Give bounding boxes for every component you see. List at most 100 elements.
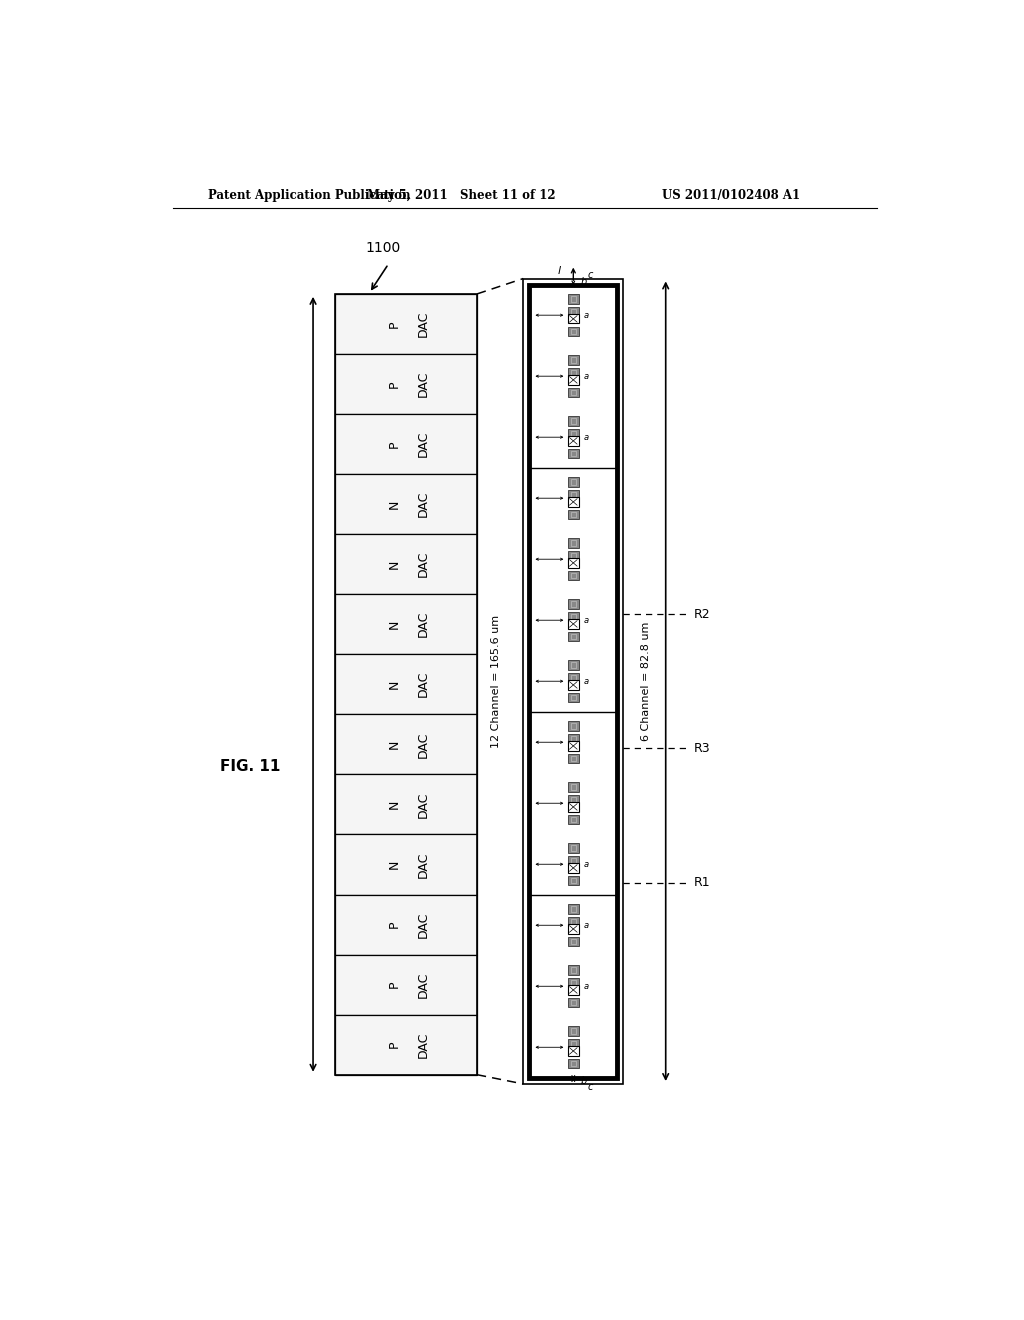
Bar <box>568 294 579 304</box>
Text: b: b <box>581 1076 587 1086</box>
Bar <box>570 999 577 1005</box>
Bar <box>570 756 577 762</box>
Bar <box>568 375 579 384</box>
Text: R1: R1 <box>693 876 710 890</box>
Bar <box>570 797 577 803</box>
Bar <box>570 845 577 851</box>
Bar <box>568 722 579 731</box>
Text: DAC: DAC <box>417 371 429 397</box>
Bar <box>568 550 579 560</box>
Bar <box>570 602 577 607</box>
Text: P: P <box>388 321 401 327</box>
Text: b: b <box>581 277 587 286</box>
Bar <box>335 594 477 655</box>
Bar <box>568 570 579 579</box>
Bar <box>568 612 579 622</box>
Text: DAC: DAC <box>417 430 429 457</box>
Bar <box>568 539 579 548</box>
Bar <box>570 1061 577 1067</box>
Bar <box>570 784 577 789</box>
Bar <box>568 449 579 458</box>
Bar <box>568 306 579 315</box>
Text: a: a <box>584 982 589 991</box>
Bar <box>570 418 577 424</box>
Text: c: c <box>588 271 593 280</box>
Text: Patent Application Publication: Patent Application Publication <box>208 189 410 202</box>
Bar <box>570 634 577 639</box>
Text: DAC: DAC <box>417 611 429 638</box>
Bar <box>568 599 579 609</box>
Bar <box>568 1047 579 1056</box>
Text: DAC: DAC <box>417 911 429 937</box>
Bar <box>568 917 579 927</box>
Text: P: P <box>388 441 401 447</box>
Bar <box>335 655 477 714</box>
Bar <box>568 843 579 853</box>
Text: N: N <box>388 499 401 508</box>
Bar <box>570 939 577 944</box>
Text: DAC: DAC <box>417 851 429 878</box>
Bar <box>335 714 477 775</box>
Bar <box>568 693 579 702</box>
Bar <box>568 416 579 425</box>
Text: DAC: DAC <box>417 491 429 517</box>
Bar <box>568 429 579 438</box>
Bar <box>570 553 577 558</box>
Text: 1100: 1100 <box>366 240 400 255</box>
Bar <box>335 414 477 474</box>
Bar <box>568 632 579 642</box>
Text: N: N <box>388 800 401 809</box>
Bar <box>570 296 577 302</box>
Text: DAC: DAC <box>417 671 429 697</box>
Text: a: a <box>584 677 589 685</box>
Text: DAC: DAC <box>417 791 429 817</box>
Text: a: a <box>584 433 589 442</box>
Text: P: P <box>388 1041 401 1048</box>
Text: a: a <box>584 859 589 869</box>
Text: N: N <box>388 680 401 689</box>
Text: R3: R3 <box>693 742 710 755</box>
Bar <box>570 1041 577 1047</box>
Bar <box>529 285 617 1077</box>
Bar <box>570 430 577 436</box>
Bar <box>568 558 579 568</box>
Bar <box>568 498 579 507</box>
Bar <box>568 803 579 812</box>
Text: US 2011/0102408 A1: US 2011/0102408 A1 <box>663 189 801 202</box>
Bar <box>568 795 579 804</box>
Bar <box>570 663 577 668</box>
Bar <box>568 478 579 487</box>
Bar <box>570 878 577 883</box>
Bar <box>335 354 477 414</box>
Text: DAC: DAC <box>417 731 429 758</box>
Text: N: N <box>388 560 401 569</box>
Bar <box>570 907 577 912</box>
Text: a: a <box>584 310 589 319</box>
Bar <box>335 474 477 535</box>
Bar <box>568 673 579 682</box>
Bar <box>568 742 579 751</box>
Bar <box>570 573 577 578</box>
Text: DAC: DAC <box>417 550 429 577</box>
Bar <box>568 619 579 628</box>
Bar <box>568 998 579 1007</box>
Bar <box>335 535 477 594</box>
Bar <box>568 355 579 364</box>
Text: N: N <box>388 619 401 628</box>
Text: FIG. 11: FIG. 11 <box>220 759 281 775</box>
Bar <box>568 660 579 669</box>
Bar <box>335 1015 477 1074</box>
Bar <box>568 680 579 689</box>
Bar <box>570 968 577 973</box>
Bar <box>335 834 477 895</box>
Text: P: P <box>388 380 401 388</box>
Bar <box>335 895 477 954</box>
Text: l: l <box>558 265 561 276</box>
Bar <box>570 389 577 395</box>
Bar <box>568 904 579 913</box>
Bar <box>568 814 579 824</box>
Bar <box>568 783 579 792</box>
Bar <box>570 694 577 700</box>
Text: P: P <box>388 921 401 928</box>
Text: c: c <box>588 1082 593 1092</box>
